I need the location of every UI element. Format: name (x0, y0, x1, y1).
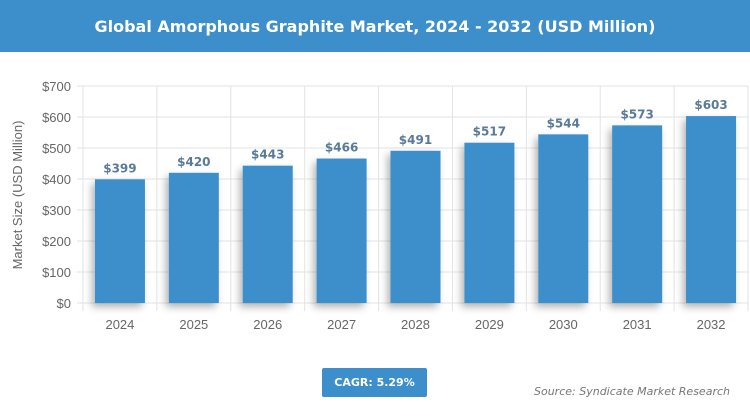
x-tick-label: 2027 (327, 317, 356, 332)
x-tick-label: 2030 (549, 317, 578, 332)
data-label: $399 (103, 161, 136, 175)
x-tick-label: 2031 (623, 317, 652, 332)
y-tick-label: $300 (42, 203, 71, 218)
y-axis-label: Market Size (USD Million) (10, 121, 25, 270)
data-label: $466 (325, 141, 358, 155)
source-note: Source: Syndicate Market Research (534, 385, 730, 398)
x-tick-label: 2032 (697, 317, 726, 332)
bar (242, 165, 293, 303)
y-tick-label: $700 (42, 79, 71, 94)
x-tick-label: 2026 (253, 317, 282, 332)
x-tick-label: 2029 (475, 317, 504, 332)
data-label: $443 (251, 148, 284, 162)
bar (538, 134, 589, 303)
y-tick-label: $500 (42, 141, 71, 156)
y-tick-label: $600 (42, 110, 71, 125)
x-tick-label: 2024 (105, 317, 134, 332)
data-label: $603 (694, 98, 727, 112)
bar (316, 158, 367, 303)
data-label: $420 (177, 155, 210, 169)
bar (390, 150, 441, 303)
data-label: $517 (473, 125, 506, 139)
x-tick-label: 2025 (179, 317, 208, 332)
data-label: $573 (620, 107, 653, 121)
bar (94, 179, 145, 303)
bar (168, 172, 219, 303)
data-label: $491 (399, 133, 432, 147)
bar (464, 142, 515, 303)
y-tick-label: $100 (42, 265, 71, 280)
cagr-badge: CAGR: 5.29% (322, 368, 427, 397)
x-tick-label: 2028 (401, 317, 430, 332)
y-tick-label: $0 (57, 296, 71, 311)
bar (686, 116, 737, 303)
chart-title: Global Amorphous Graphite Market, 2024 -… (0, 0, 750, 52)
data-label: $544 (547, 116, 580, 130)
y-tick-label: $400 (42, 172, 71, 187)
bar (612, 125, 663, 304)
y-tick-label: $200 (42, 234, 71, 249)
